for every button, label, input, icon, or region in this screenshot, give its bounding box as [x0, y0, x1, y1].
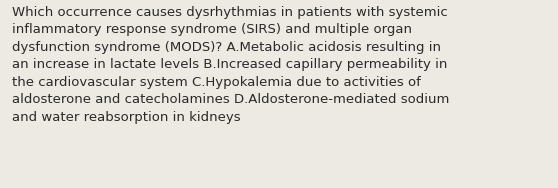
Text: Which occurrence causes dysrhythmias in patients with systemic
inflammatory resp: Which occurrence causes dysrhythmias in … — [12, 6, 450, 124]
